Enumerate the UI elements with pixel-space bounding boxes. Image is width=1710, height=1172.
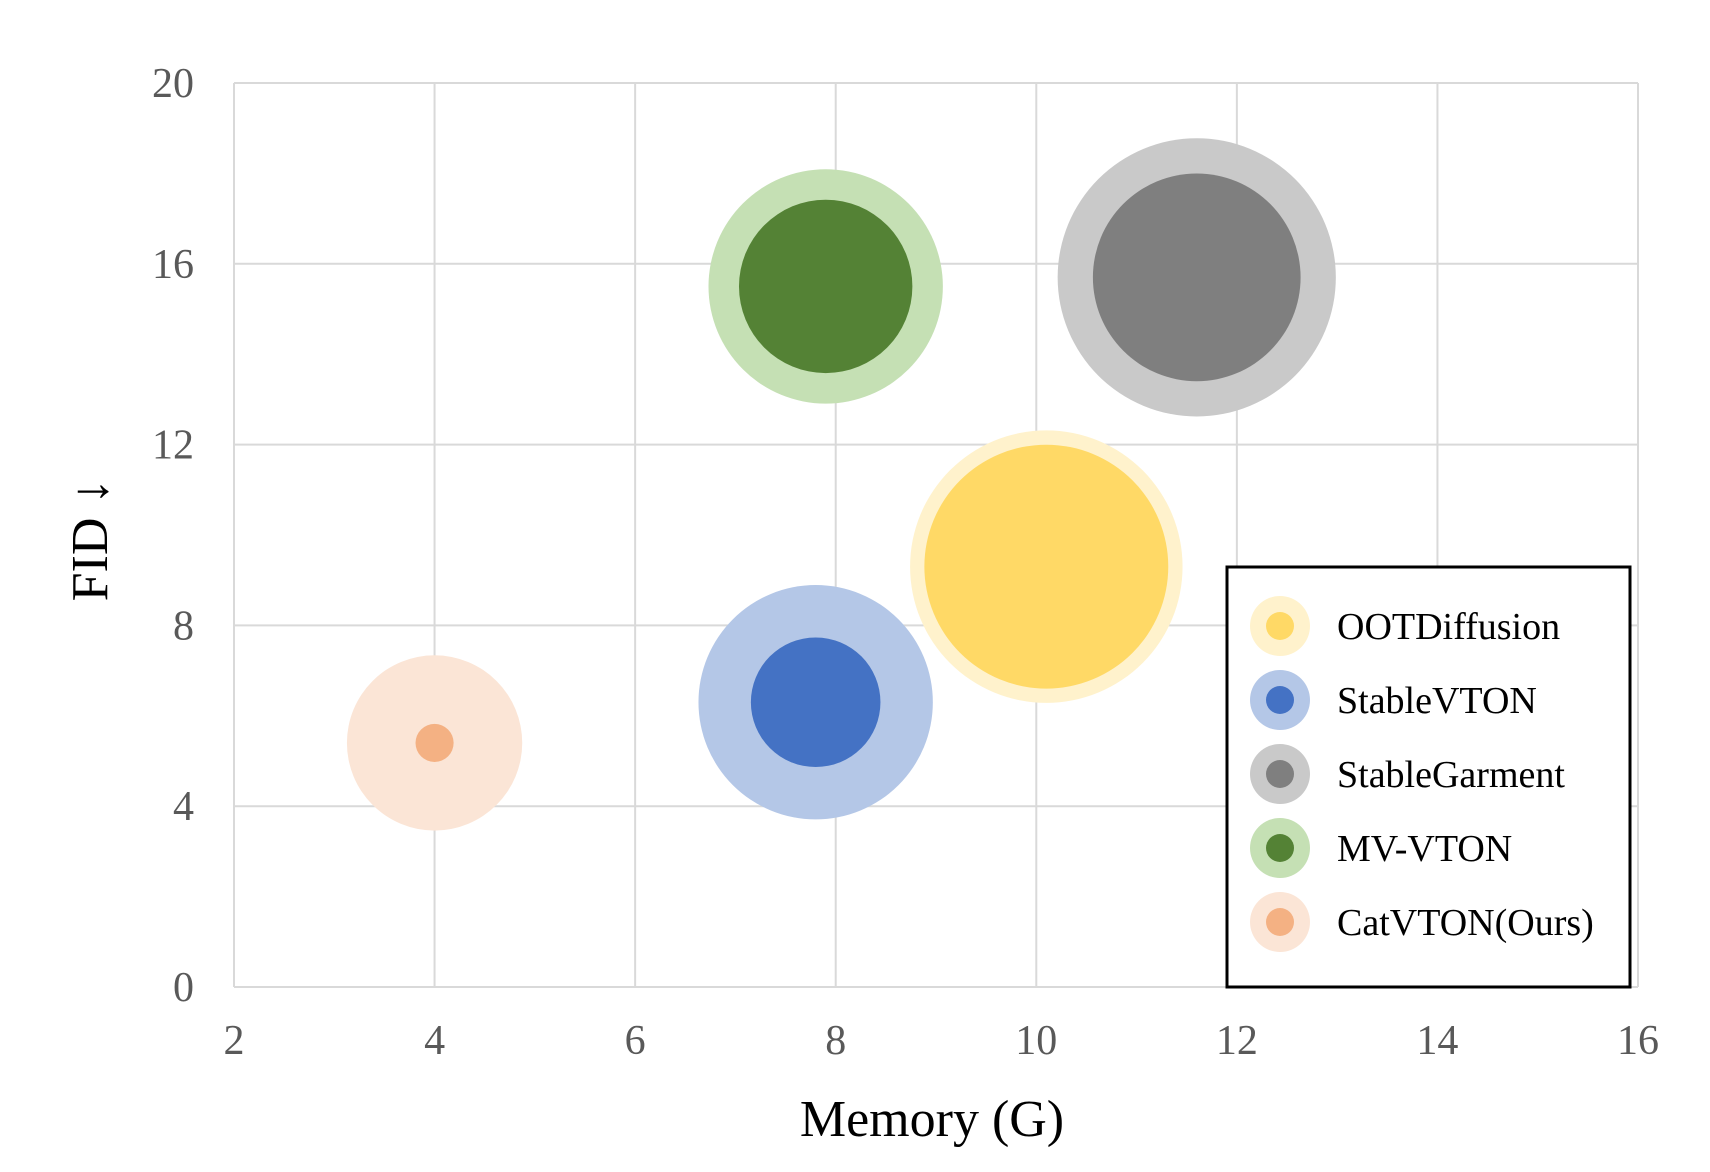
legend-item: StableGarment xyxy=(1250,744,1565,804)
legend-swatch-inner xyxy=(1266,612,1294,640)
y-tick-label: 8 xyxy=(173,603,194,649)
y-tick-label: 20 xyxy=(152,61,194,107)
x-tick-label: 2 xyxy=(224,1018,245,1064)
legend-item: MV-VTON xyxy=(1250,818,1512,878)
x-tick-label: 4 xyxy=(424,1018,445,1064)
legend-item: OOTDiffusion xyxy=(1250,596,1560,656)
y-tick-label: 0 xyxy=(173,965,194,1011)
y-tick-label: 12 xyxy=(152,423,194,469)
x-tick-label: 10 xyxy=(1015,1018,1057,1064)
legend-label: CatVTON(Ours) xyxy=(1337,902,1594,944)
legend-swatch-inner xyxy=(1266,686,1294,714)
legend-label: OOTDiffusion xyxy=(1337,606,1560,648)
x-tick-label: 14 xyxy=(1416,1018,1458,1064)
bubble-inner xyxy=(1092,173,1301,382)
bubble-inner xyxy=(738,199,913,374)
y-tick-label: 4 xyxy=(173,784,194,830)
axes: 2 4 6 8 10 12 14 16 0 4 8 12 16 20 xyxy=(152,61,1659,1064)
legend-label: StableVTON xyxy=(1337,680,1537,722)
x-tick-label: 8 xyxy=(825,1018,846,1064)
legend-label: MV-VTON xyxy=(1337,828,1512,870)
legend-swatch-inner xyxy=(1266,760,1294,788)
legend-swatch-inner xyxy=(1266,908,1294,936)
legend-swatch-inner xyxy=(1266,834,1294,862)
bubble-inner xyxy=(415,723,454,762)
bubble-ootdiffusion xyxy=(910,430,1183,703)
legend: OOTDiffusion StableVTON StableGarment MV-VT… xyxy=(1225,565,1632,989)
bubble-catvton-ours xyxy=(346,655,523,831)
bubble-mv-vton xyxy=(708,169,943,404)
y-tick-label: 16 xyxy=(152,242,194,288)
legend-item: CatVTON(Ours) xyxy=(1250,892,1594,952)
x-tick-label: 6 xyxy=(625,1018,646,1064)
data-bubbles xyxy=(346,138,1336,831)
legend-item: StableVTON xyxy=(1250,670,1537,730)
x-axis-title: Memory (G) xyxy=(800,1091,1064,1148)
x-tick-label: 16 xyxy=(1617,1018,1659,1064)
y-axis-title: FID ↓ xyxy=(62,479,119,602)
bubble-stablegarment xyxy=(1057,138,1336,417)
bubble-inner xyxy=(924,444,1169,689)
bubble-inner xyxy=(750,637,881,768)
bubble-stablevton xyxy=(698,585,933,820)
legend-label: StableGarment xyxy=(1337,754,1565,796)
x-tick-label: 12 xyxy=(1216,1018,1258,1064)
